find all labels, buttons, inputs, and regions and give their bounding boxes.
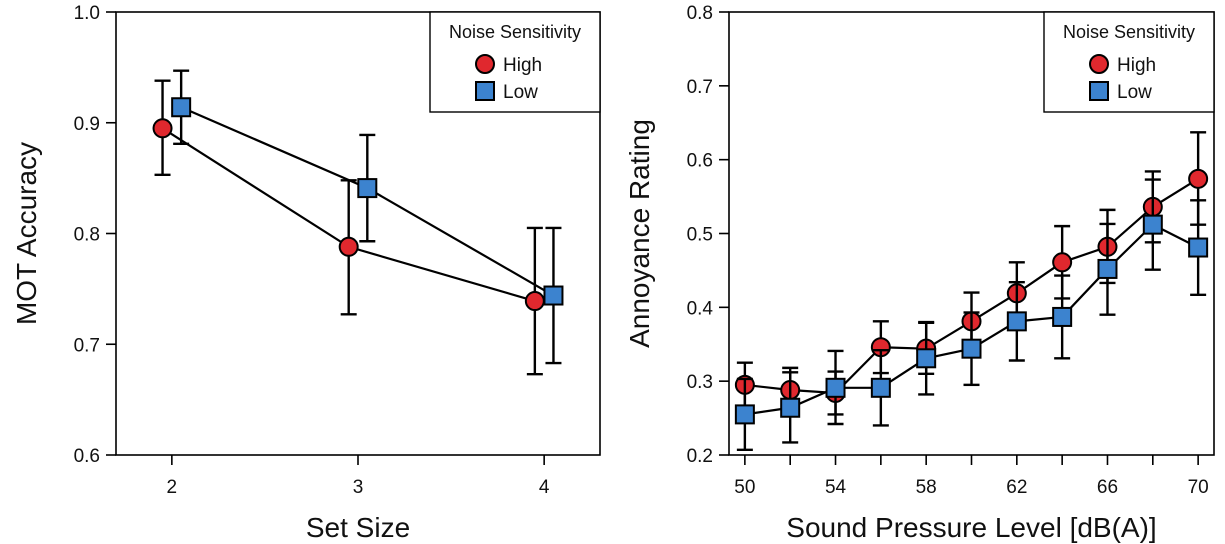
y-tick-label: 0.8 <box>74 225 100 246</box>
legend-marker-low <box>1089 81 1109 101</box>
y-tick-label: 0.7 <box>687 77 713 98</box>
y-axis-title: MOT Accuracy <box>11 142 42 325</box>
x-tick-label: 4 <box>539 477 550 498</box>
chart-panel-mot-accuracy: 0.6 0.7 0.8 0.9 1.0 2 3 4 Set Size MOT Accuracy No… <box>11 3 601 543</box>
data-point-low <box>1188 237 1209 258</box>
y-tick-label: 0.2 <box>687 446 713 467</box>
legend-box <box>429 11 601 113</box>
data-point-low <box>1097 258 1118 279</box>
data-point-high <box>338 236 359 257</box>
legend-marker-high <box>1089 54 1109 74</box>
data-point-low <box>961 338 982 359</box>
series-low <box>171 69 564 365</box>
x-tick-label: 50 <box>734 477 755 498</box>
y-tick-label: 1.0 <box>74 3 100 24</box>
data-point-low <box>1006 311 1027 332</box>
legend-title: Noise Sensitivity <box>449 22 581 42</box>
legend-label: Low <box>1117 82 1152 103</box>
y-tick-label: 0.9 <box>74 114 100 135</box>
y-tick-label: 0.7 <box>74 335 100 356</box>
data-point-high <box>1188 168 1209 189</box>
chart-panel-annoyance-rating: 0.2 0.3 0.4 0.5 0.6 0.7 0.8 50 54 58 62 66 70 Sound P… <box>624 3 1215 543</box>
data-point-low <box>916 348 937 369</box>
x-tick-label: 62 <box>1006 477 1027 498</box>
x-axis-title: Set Size <box>306 512 410 543</box>
legend: Noise Sensitivity High Low <box>1043 11 1215 113</box>
y-tick-label: 0.6 <box>74 446 100 467</box>
data-point-high <box>1052 252 1073 273</box>
data-point-low <box>1142 214 1163 235</box>
legend-label: Low <box>503 82 538 103</box>
y-tick-label: 0.3 <box>687 372 713 393</box>
legend: Noise Sensitivity High Low <box>429 11 601 113</box>
data-point-low <box>825 377 846 398</box>
data-point-low <box>780 397 801 418</box>
data-point-low <box>1052 306 1073 327</box>
legend-box <box>1043 11 1215 113</box>
series-low <box>734 178 1209 452</box>
data-point-low <box>543 285 564 306</box>
legend-label: High <box>1117 55 1156 76</box>
legend-label: High <box>503 55 542 76</box>
data-point-low <box>171 97 192 118</box>
x-tick-label: 2 <box>167 477 178 498</box>
data-point-low <box>870 377 891 398</box>
y-tick-label: 0.4 <box>687 298 714 319</box>
data-point-low <box>357 178 378 199</box>
y-tick-label: 0.6 <box>687 151 713 172</box>
data-point-low <box>734 404 755 425</box>
y-axis-title: Annoyance Rating <box>624 119 655 348</box>
y-tick-label: 0.8 <box>687 3 713 24</box>
x-tick-label: 66 <box>1097 477 1118 498</box>
x-tick-label: 58 <box>916 477 937 498</box>
legend-title: Noise Sensitivity <box>1063 22 1195 42</box>
y-tick-label: 0.5 <box>687 225 713 246</box>
data-point-high <box>524 291 545 312</box>
x-tick-label: 3 <box>353 477 364 498</box>
x-axis-title: Sound Pressure Level [dB(A)] <box>786 512 1156 543</box>
x-tick-label: 70 <box>1188 477 1209 498</box>
legend-marker-low <box>475 81 495 101</box>
x-tick-label: 54 <box>825 477 847 498</box>
legend-marker-high <box>475 54 495 74</box>
series-high <box>152 79 545 376</box>
data-point-high <box>152 118 173 139</box>
